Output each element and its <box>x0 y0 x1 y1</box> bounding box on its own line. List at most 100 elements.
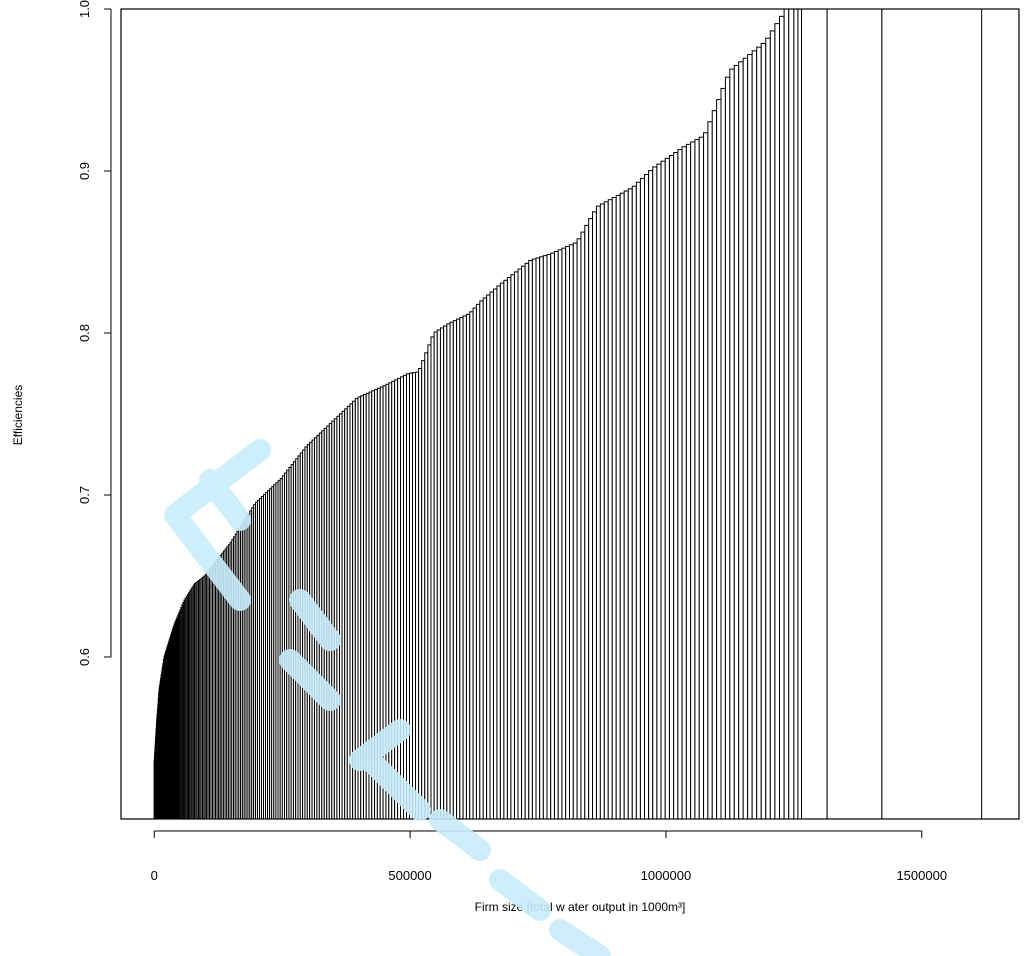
firm-bar <box>747 54 753 820</box>
y-tick-label: 0.9 <box>77 162 92 180</box>
firm-bar <box>539 256 544 820</box>
firm-bar <box>469 311 474 820</box>
firm-bar <box>535 257 541 820</box>
firm-bar <box>619 192 625 820</box>
firm-bar <box>698 136 705 820</box>
y-tick-label: 0.7 <box>77 486 92 504</box>
firm-bar <box>826 8 883 820</box>
firm-bar <box>707 121 713 820</box>
y-axis: 0.6 0.7 0.8 0.9 1.0 <box>77 0 112 666</box>
firm-bar <box>595 205 601 820</box>
firm-bar <box>499 282 505 820</box>
firm-bar <box>703 132 709 820</box>
firm-bar <box>797 8 803 820</box>
firm-bar <box>664 157 670 820</box>
firm-bar <box>668 154 675 820</box>
x-axis: 0 500000 1000000 1500000 <box>151 830 947 883</box>
firm-bar <box>779 15 785 820</box>
firm-bar <box>774 23 781 820</box>
firm-bar <box>615 194 621 820</box>
firm-bar <box>801 8 828 820</box>
firm-bar <box>561 247 567 820</box>
firm-bar <box>576 238 582 820</box>
firm-bar <box>503 279 508 820</box>
firm-bar <box>492 288 498 820</box>
firm-bar <box>639 177 646 820</box>
firm-bar <box>565 245 570 820</box>
x-tick-label: 1500000 <box>896 868 947 883</box>
firm-bar <box>592 211 597 820</box>
firm-bar <box>572 242 578 820</box>
firm-bar <box>584 224 590 820</box>
firm-bar <box>729 68 735 820</box>
firm-bar <box>482 297 488 820</box>
firm-bar <box>765 37 771 820</box>
firm-bar <box>546 253 552 820</box>
firm-bar <box>627 188 633 820</box>
firm-bar <box>521 265 526 820</box>
firm-bar <box>716 99 722 820</box>
firm-bar <box>588 218 594 820</box>
firm-bar <box>635 181 641 820</box>
firm-bar <box>690 141 696 820</box>
firm-bar <box>685 143 692 820</box>
firm-bar <box>788 8 795 820</box>
firm-bar <box>550 252 555 820</box>
firm-bar <box>738 61 744 820</box>
firm-bar <box>486 294 491 820</box>
firm-bar <box>881 8 983 820</box>
firm-bar <box>456 318 461 820</box>
firm-bar <box>472 307 477 820</box>
y-tick-label: 0.8 <box>77 324 92 342</box>
firm-bar <box>631 185 637 820</box>
firm-bar <box>644 173 650 820</box>
firm-bar <box>660 160 666 820</box>
x-tick-label: 500000 <box>388 868 431 883</box>
firm-bar <box>711 110 718 820</box>
x-tick-label: 1000000 <box>641 868 692 883</box>
firm-bar <box>580 231 586 820</box>
firm-bar <box>756 46 762 820</box>
firm-bar <box>489 291 494 820</box>
firm-bar <box>524 262 530 820</box>
firm-bar <box>506 277 512 820</box>
firm-bar <box>568 244 574 820</box>
firm-bar <box>652 166 658 820</box>
firm-bar <box>783 8 790 820</box>
firm-bar <box>496 285 501 820</box>
firm-bar <box>513 271 519 820</box>
firm-bar <box>681 146 687 820</box>
firm-bar <box>475 303 481 820</box>
firm-bars <box>153 8 983 820</box>
firm-bar <box>760 42 767 820</box>
firm-bar <box>694 139 700 820</box>
x-tick-label: 0 <box>151 868 158 883</box>
firm-bar <box>557 249 563 820</box>
firm-bar <box>553 250 559 820</box>
firm-bar <box>531 258 537 820</box>
firm-bar <box>623 190 629 820</box>
firm-bar <box>517 268 523 820</box>
firm-bar <box>611 197 617 820</box>
firm-bar <box>599 203 605 820</box>
firm-bar <box>479 300 484 820</box>
y-axis-title: Efficiencies <box>11 385 25 445</box>
firm-bar <box>793 8 799 820</box>
y-tick-label: 1.0 <box>77 0 92 18</box>
firm-bar <box>528 260 533 820</box>
firm-bar <box>656 163 662 820</box>
firm-bar <box>542 255 548 820</box>
firm-bar <box>733 64 740 820</box>
plot-frame <box>120 8 1020 820</box>
firm-bar <box>607 199 613 820</box>
firm-bar <box>769 30 776 820</box>
firm-bar <box>724 76 731 820</box>
firm-bar <box>648 170 654 820</box>
firm-bar <box>673 152 679 820</box>
x-axis-title: Firm size [total w ater output in 1000m³… <box>475 900 686 914</box>
firm-bar <box>677 149 683 820</box>
firm-bar <box>742 57 749 820</box>
firm-bar <box>510 274 515 820</box>
firm-bar <box>720 87 726 820</box>
